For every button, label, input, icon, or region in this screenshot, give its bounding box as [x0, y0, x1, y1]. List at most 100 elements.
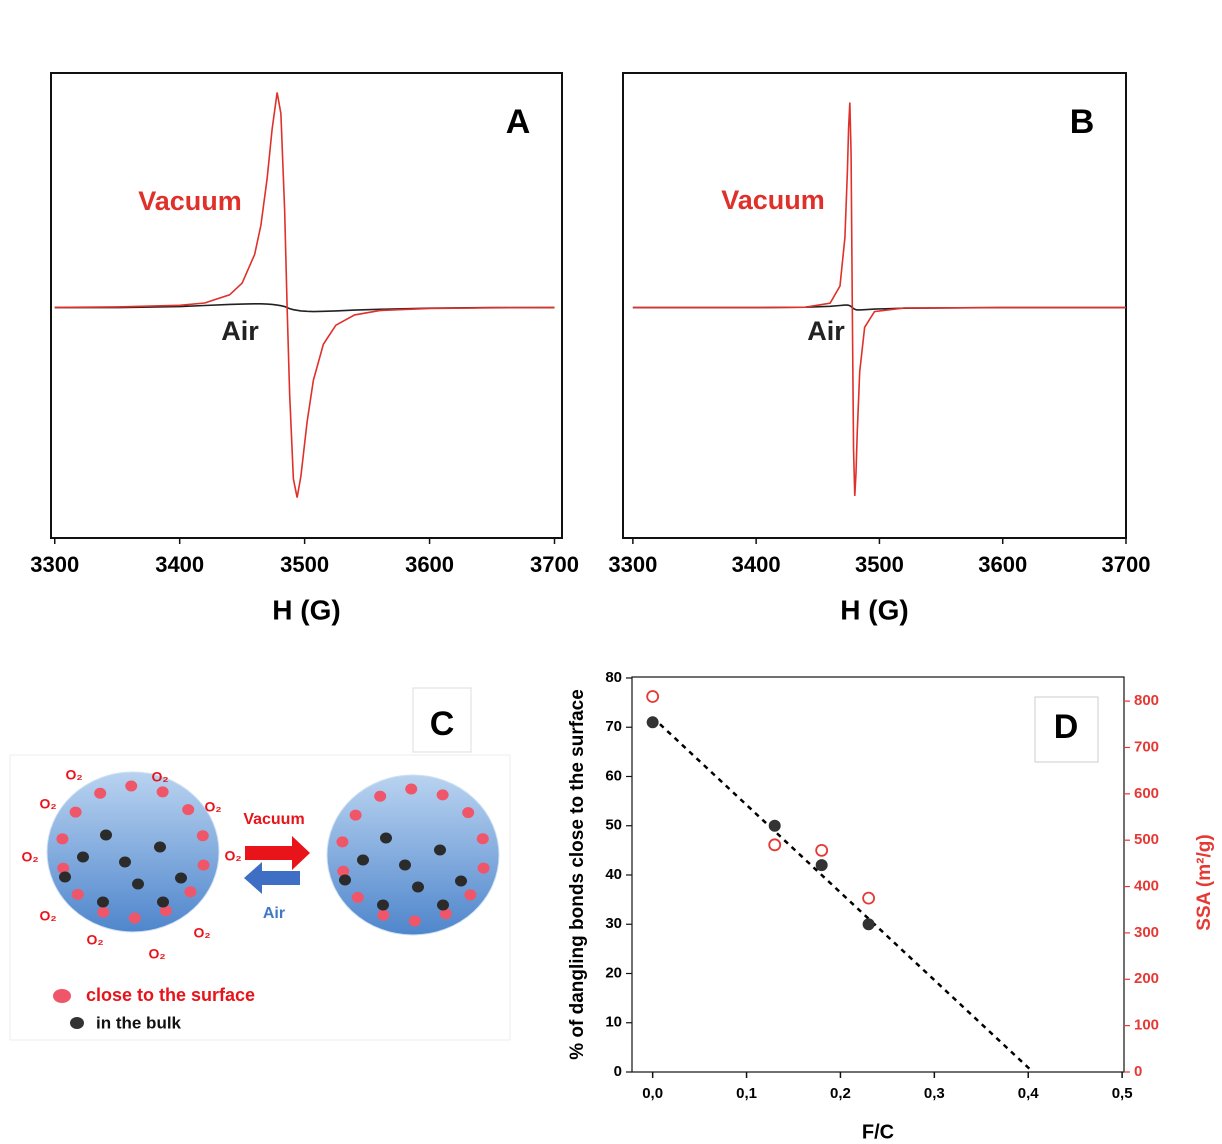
x-tick-label: 0,2 [830, 1085, 851, 1102]
x-tick-label: 3400 [155, 552, 204, 577]
x-tick-label: 3300 [30, 552, 79, 577]
data-point [815, 843, 829, 857]
data-point [815, 859, 828, 872]
surface-dot [69, 806, 82, 818]
bulk-dot [175, 872, 187, 884]
surface-dot [125, 780, 138, 792]
panel-label: C [430, 705, 455, 743]
surface-dot [476, 833, 489, 845]
bulk-dot [77, 851, 89, 863]
surface-dot [57, 862, 70, 874]
surface-dot [374, 790, 387, 802]
bulk-dot [97, 896, 109, 908]
bulk-dot [434, 844, 446, 856]
particle-left [46, 771, 220, 933]
bulk-dot [357, 854, 369, 866]
panel-label: B [1070, 103, 1095, 141]
surface-dot [336, 836, 349, 848]
y-tick-label: 0 [614, 1063, 622, 1080]
y-tick-label: 20 [605, 964, 622, 981]
o2-label: O₂ [151, 769, 168, 785]
y2-tick-label: 0 [1134, 1063, 1142, 1080]
legend-swatch [53, 989, 71, 1003]
surface-dot [436, 789, 449, 801]
data-point [768, 838, 782, 852]
bulk-dot [399, 859, 411, 871]
x-tick-label: 0,1 [736, 1085, 757, 1102]
x-axis-label: H (G) [272, 594, 340, 625]
surface-dot [71, 888, 84, 900]
bulk-dot [380, 832, 392, 844]
arrow-label: Air [263, 905, 285, 922]
y-tick-label: 80 [605, 669, 622, 686]
bulk-dot [157, 896, 169, 908]
x-tick-label: 3500 [280, 552, 329, 577]
y-tick-label: 60 [605, 767, 622, 784]
surface-dot [462, 807, 475, 819]
o2-label: O₂ [148, 946, 165, 962]
bulk-dot [377, 899, 389, 911]
y2-tick-label: 600 [1134, 785, 1159, 802]
y2-tick-label: 200 [1134, 970, 1159, 987]
plot-frame [622, 72, 1127, 539]
o2-label: O₂ [224, 848, 241, 864]
series-label: Vacuum [721, 185, 825, 215]
surface-dot [377, 909, 390, 921]
x-tick-label: 3600 [978, 552, 1027, 577]
data-point [646, 716, 659, 729]
x-tick-label: 3600 [405, 552, 454, 577]
bulk-dot [119, 856, 131, 868]
y2-tick-label: 400 [1134, 878, 1159, 895]
arrow-air [244, 862, 300, 894]
y-tick-label: 10 [605, 1014, 622, 1031]
surface-dot [351, 891, 364, 903]
data-point [862, 918, 875, 931]
surface-dot [156, 786, 169, 798]
o2-label: O₂ [65, 767, 82, 783]
y-tick-label: 50 [605, 817, 622, 834]
spectrum-line [54, 92, 555, 498]
o2-label: O₂ [204, 799, 221, 815]
surface-dot [439, 908, 452, 920]
legend-swatch [70, 1017, 84, 1029]
panel-label: A [506, 103, 531, 141]
x-tick-label: 0,5 [1112, 1085, 1133, 1102]
y-axis-label: % of dangling bonds close to the surface [567, 689, 588, 1060]
spin-dots [56, 780, 490, 927]
surface-dot [128, 912, 141, 924]
y2-axis-label: SSA (m²/g) [1194, 834, 1215, 930]
data-point [646, 690, 660, 703]
bulk-dot [132, 878, 144, 890]
panel-label-box [1034, 696, 1099, 763]
bulk-dot [154, 841, 166, 853]
surface-dot [97, 906, 110, 918]
surface-dot [408, 915, 421, 927]
bulk-dot [100, 829, 112, 841]
series-label: Vacuum [138, 186, 242, 216]
arrow-label: Vacuum [243, 811, 304, 828]
surface-dot [182, 804, 195, 816]
bulk-dot [59, 871, 71, 883]
o2-label: O₂ [21, 849, 38, 865]
y-tick-label: 40 [605, 866, 622, 883]
surface-dot [196, 830, 209, 842]
series-label: Air [221, 316, 259, 346]
surface-dot [477, 862, 490, 874]
surface-dot [464, 889, 477, 901]
y2-tick-label: 800 [1134, 692, 1159, 709]
surface-dot [349, 809, 362, 821]
x-tick-label: 3500 [855, 552, 904, 577]
bulk-dot [455, 875, 467, 887]
o2-label: O₂ [39, 908, 56, 924]
fit-line [651, 716, 1034, 1073]
y2-tick-label: 100 [1134, 1017, 1159, 1034]
bulk-dot [339, 874, 351, 886]
y2-tick-label: 300 [1134, 924, 1159, 941]
panel-c-label-box [412, 687, 472, 753]
x-tick-label: 0,0 [642, 1085, 663, 1102]
surface-dot [94, 787, 107, 799]
o2-label: O₂ [193, 925, 210, 941]
x-tick-label: 0,4 [1018, 1085, 1040, 1102]
bulk-dot [437, 899, 449, 911]
